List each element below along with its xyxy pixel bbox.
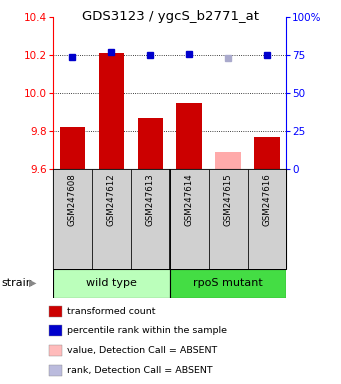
Bar bbox=[53, 169, 92, 269]
Bar bbox=[254, 137, 280, 169]
Bar bbox=[99, 53, 124, 169]
Text: rpoS mutant: rpoS mutant bbox=[193, 278, 263, 288]
Text: percentile rank within the sample: percentile rank within the sample bbox=[67, 326, 227, 336]
Text: rank, Detection Call = ABSENT: rank, Detection Call = ABSENT bbox=[67, 366, 213, 375]
Bar bbox=[131, 169, 169, 269]
Text: value, Detection Call = ABSENT: value, Detection Call = ABSENT bbox=[67, 346, 218, 355]
Bar bbox=[169, 269, 286, 298]
Text: GSM247614: GSM247614 bbox=[184, 173, 194, 226]
Text: GSM247612: GSM247612 bbox=[107, 173, 116, 226]
Text: GSM247608: GSM247608 bbox=[68, 173, 77, 226]
Bar bbox=[48, 345, 62, 356]
Bar bbox=[48, 365, 62, 376]
Text: GSM247613: GSM247613 bbox=[146, 173, 155, 226]
Text: GSM247615: GSM247615 bbox=[224, 173, 233, 226]
Bar bbox=[92, 169, 131, 269]
Bar bbox=[209, 169, 248, 269]
Text: strain: strain bbox=[2, 278, 33, 288]
Bar bbox=[176, 103, 202, 169]
Bar bbox=[169, 169, 209, 269]
Text: wild type: wild type bbox=[86, 278, 137, 288]
Bar bbox=[137, 118, 163, 169]
Text: ▶: ▶ bbox=[29, 278, 36, 288]
Bar bbox=[48, 326, 62, 336]
Text: transformed count: transformed count bbox=[67, 307, 156, 316]
Bar bbox=[248, 169, 286, 269]
Text: GDS3123 / ygcS_b2771_at: GDS3123 / ygcS_b2771_at bbox=[82, 10, 259, 23]
Bar bbox=[53, 269, 169, 298]
Bar bbox=[60, 127, 85, 169]
Bar bbox=[48, 306, 62, 317]
Text: GSM247616: GSM247616 bbox=[263, 173, 271, 226]
Bar bbox=[216, 152, 241, 169]
